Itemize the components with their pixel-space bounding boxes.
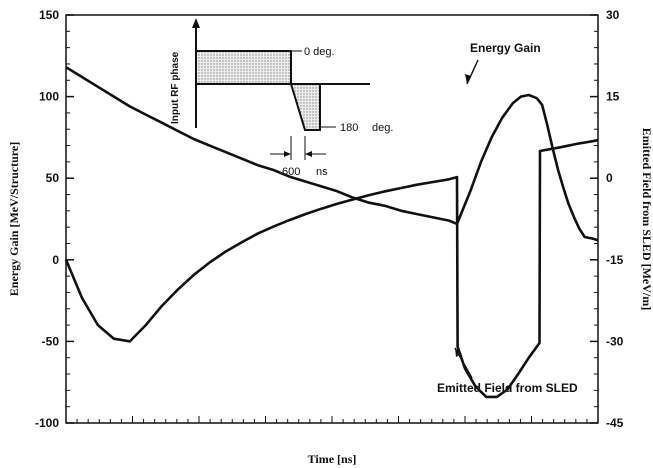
annotation-emitted-field-arrowhead — [455, 348, 462, 357]
inset-dim-arrowhead-right — [305, 151, 312, 157]
y-tick-label-left: -100 — [35, 416, 59, 430]
y-tick-label-left: 150 — [39, 8, 59, 22]
inset-label-0deg: 0 deg. — [304, 46, 335, 58]
plot-frame — [65, 14, 599, 424]
inset-ylabel: Input RF phase — [170, 51, 181, 124]
inset-label-180: 180 — [340, 122, 358, 134]
inset-rf-phase: Input RF phase 0 deg. 180 deg. 600 ns — [170, 18, 393, 178]
series-line-emitted-field — [64, 138, 599, 399]
y-tick-label-left: 0 — [52, 253, 59, 267]
y-tick-label-left: -50 — [42, 334, 60, 348]
series-line-energy-gain — [65, 66, 599, 242]
inset-label-ns: ns — [316, 166, 328, 178]
y-tick-label-right: 15 — [606, 90, 620, 104]
inset-phase-block-0deg — [196, 51, 291, 84]
annotation-emitted-field: Emitted Field from SLED — [437, 381, 578, 395]
inset-dim-arrowhead-left — [284, 151, 291, 157]
annotation-energy-gain: Energy Gain — [470, 41, 541, 55]
y-tick-label-left: 100 — [39, 90, 59, 104]
inset-label-deg: deg. — [372, 122, 393, 134]
y-tick-label-right: -15 — [606, 253, 624, 267]
inset-label-600: 600 — [282, 166, 300, 178]
annotation-energy-gain-arrowhead — [465, 74, 471, 84]
y-tick-label-right: -45 — [606, 416, 624, 430]
inset-phase-trace — [196, 50, 321, 131]
y-tick-label-right: 30 — [606, 8, 620, 22]
inset-phase-block-180deg — [291, 84, 320, 130]
y-tick-label-right: 0 — [606, 171, 613, 185]
y-tick-label-right: -30 — [606, 334, 624, 348]
y-axis-title-left: Energy Gain [MeV/Structure] — [7, 142, 21, 296]
series-layer — [64, 66, 599, 399]
y-tick-label-left: 50 — [46, 171, 60, 185]
x-axis-title: Time [ns] — [308, 452, 357, 466]
inset-axis-arrowhead — [192, 18, 200, 28]
y-axis-title-right: Emitted Field from SLED [MeV/m] — [640, 128, 653, 310]
